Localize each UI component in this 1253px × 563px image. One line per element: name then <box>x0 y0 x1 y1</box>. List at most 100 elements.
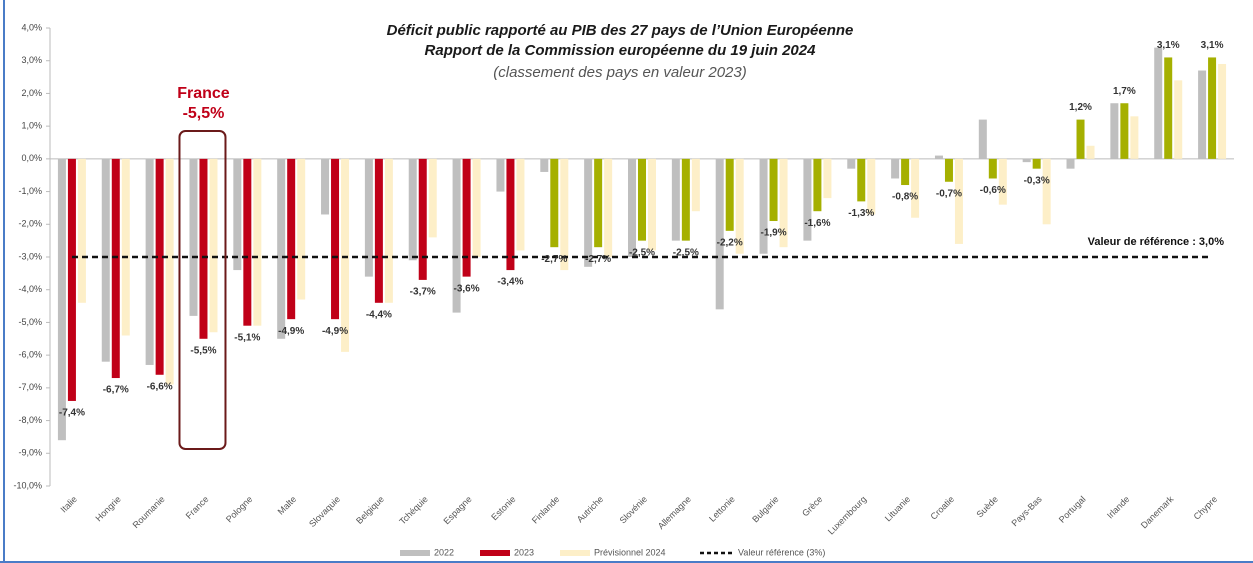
x-tick-label: Estonie <box>489 494 517 522</box>
x-tick-label: Autriche <box>575 494 605 524</box>
bar <box>1086 145 1095 159</box>
data-label: -3,7% <box>410 287 436 298</box>
data-label: -0,3% <box>1024 175 1050 186</box>
bar <box>452 158 461 313</box>
legend-swatch <box>480 550 510 556</box>
y-tick-label: -6,0% <box>18 350 42 360</box>
y-tick-label: -10,0% <box>13 480 42 490</box>
data-label: -1,3% <box>848 208 874 219</box>
bar <box>364 158 373 277</box>
bar <box>540 158 549 172</box>
data-label: -4,9% <box>278 326 304 337</box>
data-label: -5,5% <box>190 345 216 356</box>
bar <box>1066 158 1075 169</box>
data-label: -5,1% <box>234 332 260 343</box>
bar <box>418 158 427 280</box>
data-label: -3,6% <box>454 283 480 294</box>
x-tick-label: Italie <box>59 494 80 515</box>
data-label: 1,7% <box>1113 86 1136 97</box>
x-tick-label: France <box>184 494 211 521</box>
bar <box>550 158 559 248</box>
x-tick-label: Tchéquie <box>397 494 430 527</box>
bar <box>374 158 383 303</box>
bar <box>209 158 218 333</box>
x-tick-label: Malte <box>276 494 299 517</box>
bar <box>111 158 120 379</box>
x-tick-label: Lettonie <box>707 494 737 524</box>
highlight-box <box>178 130 227 450</box>
y-tick-label: -1,0% <box>18 186 42 196</box>
x-tick-label: Suède <box>974 494 999 519</box>
y-tick-label: -9,0% <box>18 448 42 458</box>
bar <box>560 158 569 271</box>
x-tick-label: Grèce <box>800 494 824 518</box>
bar <box>1110 103 1119 159</box>
bar <box>1120 103 1129 159</box>
bar <box>867 158 876 215</box>
bar <box>1032 158 1041 169</box>
legend-label: Prévisionnel 2024 <box>594 547 666 557</box>
bar <box>779 158 788 248</box>
y-tick-label: -5,0% <box>18 317 42 327</box>
bar <box>944 158 953 182</box>
x-tick-label: Chypre <box>1192 494 1220 522</box>
bar <box>1130 116 1139 159</box>
y-tick-label: 4,0% <box>21 22 42 32</box>
bar <box>199 158 208 339</box>
x-tick-label: Danemark <box>1139 494 1176 531</box>
legend-label: Valeur référence (3%) <box>738 547 825 557</box>
bar <box>145 158 154 365</box>
data-label: -1,6% <box>804 218 830 229</box>
bar <box>691 158 700 212</box>
bar <box>287 158 296 320</box>
bar <box>594 158 603 248</box>
bar <box>725 158 734 231</box>
data-label: -2,5% <box>629 247 655 258</box>
y-tick-label: -2,0% <box>18 219 42 229</box>
data-label: 3,1% <box>1157 40 1180 51</box>
x-tick-label: Slovénie <box>618 494 649 525</box>
data-label: -1,9% <box>760 228 786 239</box>
data-label: 1,2% <box>1069 102 1092 113</box>
y-tick-label: 3,0% <box>21 55 42 65</box>
bar <box>1198 70 1207 159</box>
bar <box>57 158 66 441</box>
y-tick-label: -3,0% <box>18 251 42 261</box>
bar <box>901 158 910 186</box>
legend-swatch <box>400 550 430 556</box>
x-tick-label: Roumanie <box>131 494 167 530</box>
chart-title: Déficit public rapporté au PIB des 27 pa… <box>387 22 854 39</box>
data-label: -0,7% <box>936 188 962 199</box>
annotation: -5,5% <box>183 105 225 122</box>
bar <box>341 158 350 352</box>
bar <box>813 158 822 212</box>
bar <box>1208 57 1217 159</box>
reference-label: Valeur de référence : 3,0% <box>1088 236 1225 248</box>
data-label: 3,1% <box>1201 40 1224 51</box>
bar <box>297 158 306 300</box>
bar <box>1022 158 1031 163</box>
bar <box>735 158 744 254</box>
bar <box>1164 57 1173 159</box>
x-tick-label: Belgique <box>354 494 386 526</box>
bar <box>934 155 943 159</box>
bar <box>988 158 997 179</box>
data-label: -3,4% <box>497 277 523 288</box>
x-tick-label: Portugal <box>1057 494 1088 525</box>
bar <box>628 158 636 257</box>
bar <box>604 158 613 257</box>
y-tick-label: -8,0% <box>18 415 42 425</box>
x-tick-label: Espagne <box>441 494 473 526</box>
data-label: -2,7% <box>541 254 567 265</box>
bar <box>648 158 656 251</box>
bar <box>189 158 198 316</box>
bar <box>472 158 481 257</box>
bar <box>277 158 286 339</box>
bar <box>1154 47 1163 159</box>
bar <box>331 158 340 320</box>
bar <box>233 158 242 271</box>
data-label: -4,9% <box>322 326 348 337</box>
bar <box>769 158 778 222</box>
bar <box>253 158 262 326</box>
bar <box>496 158 505 192</box>
